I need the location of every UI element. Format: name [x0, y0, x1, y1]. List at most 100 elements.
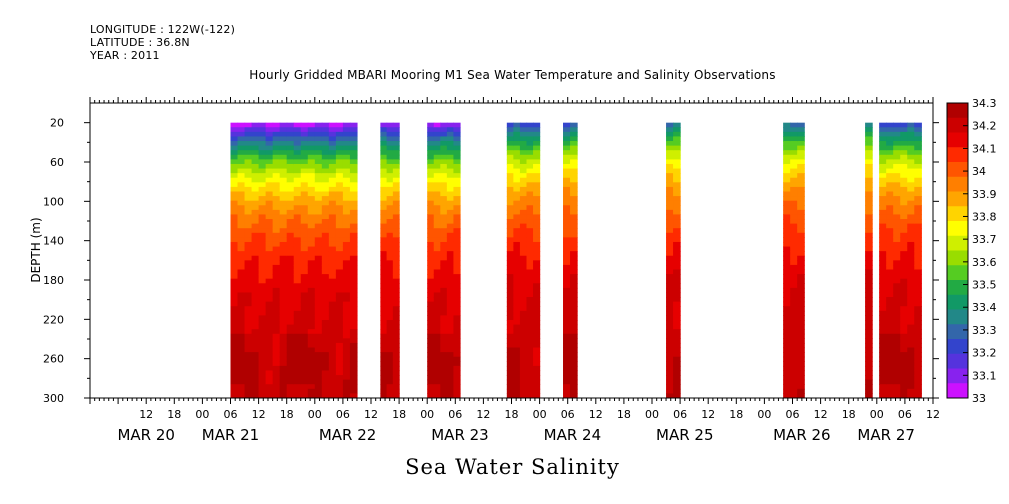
data-cell: [321, 246, 330, 252]
data-cell: [349, 283, 358, 289]
data-cell: [519, 333, 528, 339]
data-cell: [321, 379, 330, 385]
data-cell: [328, 168, 337, 174]
data-cell: [900, 315, 908, 321]
data-cell: [386, 177, 394, 183]
data-cell: [349, 154, 358, 160]
data-cell: [279, 228, 288, 234]
data-cell: [307, 319, 316, 326]
data-cell: [251, 361, 260, 367]
data-cell: [300, 228, 309, 234]
data-cell: [230, 324, 239, 330]
data-cell: [519, 370, 528, 376]
data-cell: [506, 219, 514, 225]
data-cell: [907, 131, 915, 138]
data-cell: [666, 131, 674, 138]
data-cell: [293, 319, 302, 326]
data-cell: [513, 301, 521, 307]
data-cell: [328, 375, 337, 381]
data-cell: [513, 379, 521, 385]
data-cell: [446, 361, 455, 367]
data-cell: [570, 283, 578, 289]
data-cell: [526, 196, 534, 202]
data-cell: [286, 260, 295, 266]
data-cell: [307, 168, 316, 174]
data-cell: [307, 333, 316, 339]
data-cell: [230, 297, 239, 303]
data-cell: [790, 347, 798, 353]
data-cell: [314, 219, 323, 225]
data-cell: [272, 301, 281, 307]
data-cell: [307, 228, 316, 234]
data-cell: [513, 370, 521, 376]
data-cell: [563, 310, 571, 316]
data-cell: [526, 163, 534, 170]
data-cell: [380, 131, 388, 138]
data-cell: [286, 209, 295, 216]
data-cell: [321, 310, 330, 316]
data-cell: [279, 370, 288, 376]
data-cell: [427, 246, 435, 252]
x-tick-label: 00: [645, 408, 659, 421]
data-cell: [914, 315, 922, 321]
data-cell: [783, 388, 791, 395]
data-cell: [533, 393, 541, 398]
data-cell: [380, 297, 388, 303]
data-cell: [314, 150, 323, 156]
data-cell: [907, 292, 915, 298]
data-cell: [783, 150, 791, 156]
data-cell: [433, 283, 441, 289]
data-cell: [380, 352, 388, 358]
data-cell: [865, 375, 873, 381]
data-cell: [893, 177, 901, 183]
data-cell: [244, 182, 253, 188]
data-cell: [886, 319, 894, 326]
data-cell: [237, 196, 246, 202]
data-cell: [272, 338, 281, 344]
x-tick-label: 06: [224, 408, 238, 421]
data-cell: [279, 255, 288, 261]
data-cell: [907, 232, 915, 238]
data-cell: [453, 301, 461, 307]
data-cell: [513, 283, 521, 289]
data-cell: [673, 131, 681, 138]
data-cell: [900, 388, 908, 395]
data-cell: [427, 159, 435, 165]
data-cell: [440, 338, 448, 344]
data-cell: [914, 269, 922, 275]
data-cell: [673, 365, 681, 372]
data-cell: [328, 186, 337, 193]
data-cell: [342, 145, 351, 151]
data-cell: [230, 209, 239, 216]
data-cell: [914, 292, 922, 298]
x-tick-label: 12: [814, 408, 828, 421]
data-cell: [258, 196, 267, 202]
data-cell: [453, 384, 461, 390]
data-cell: [335, 338, 344, 344]
data-cell: [230, 205, 239, 211]
data-cell: [307, 122, 316, 128]
data-cell: [865, 356, 873, 362]
data-cell: [900, 319, 908, 326]
data-cell: [244, 384, 253, 390]
data-cell: [293, 228, 302, 234]
data-cell: [440, 219, 448, 225]
data-cell: [673, 370, 681, 376]
data-cell: [907, 196, 915, 202]
data-cell: [272, 136, 281, 142]
data-cell: [300, 168, 309, 174]
data-cell: [440, 251, 448, 257]
data-cell: [265, 342, 274, 349]
data-cell: [879, 347, 887, 353]
data-cell: [251, 127, 260, 133]
data-cell: [666, 292, 674, 298]
data-cell: [335, 379, 344, 385]
data-cell: [879, 370, 887, 376]
data-cell: [314, 356, 323, 362]
data-cell: [279, 264, 288, 271]
data-cell: [321, 196, 330, 202]
data-cell: [446, 228, 455, 234]
data-cell: [258, 127, 267, 133]
data-cell: [865, 269, 873, 275]
data-cell: [570, 315, 578, 321]
